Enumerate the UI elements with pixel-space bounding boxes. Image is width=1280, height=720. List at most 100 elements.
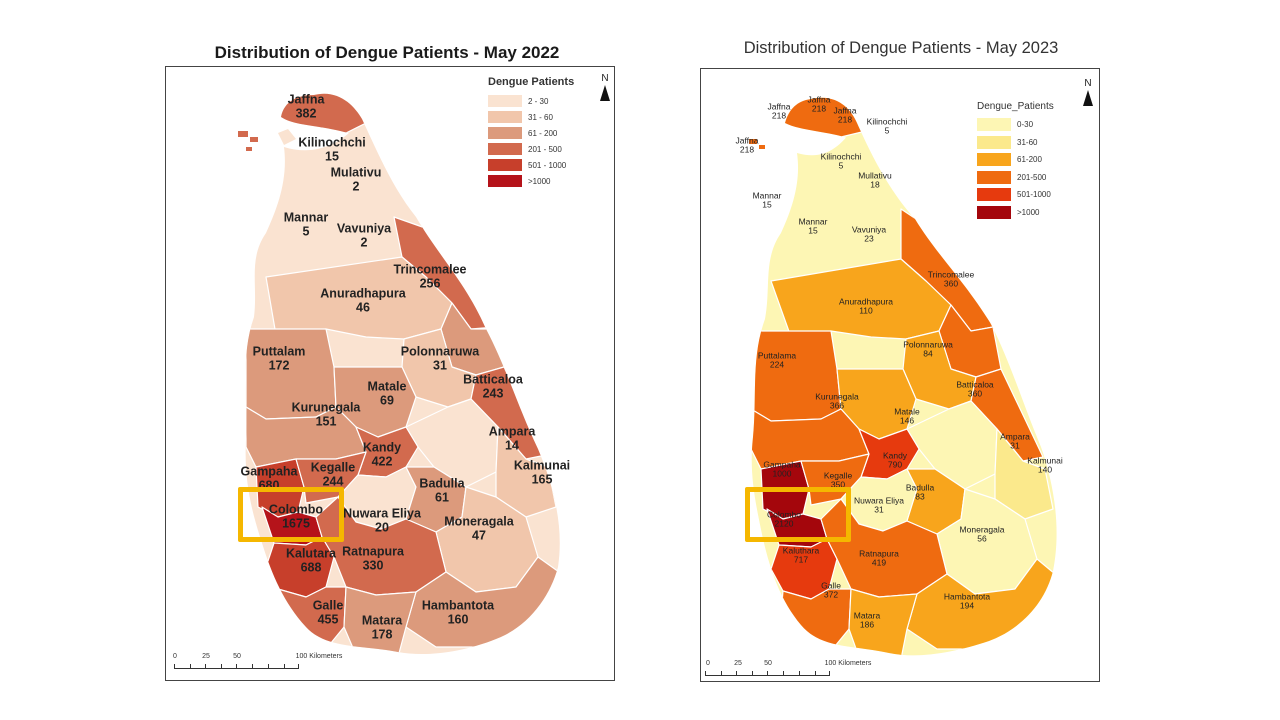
district-name: Gampaha <box>240 464 298 479</box>
district-name: Galle <box>821 580 841 591</box>
district-name: Badulla <box>419 476 465 491</box>
district-label: Moneragala 56 <box>960 525 1005 545</box>
district-label: Colombo 2120 <box>766 509 802 530</box>
district-label: Kilinochchi 15 <box>298 135 366 164</box>
district-label: Polonnaruwa 84 <box>903 340 953 360</box>
district-label: Puttalam 172 <box>253 344 306 373</box>
district-label: Matale 146 <box>894 406 920 427</box>
map-2022-svg <box>238 93 560 655</box>
district-label: Moneragala 47 <box>444 514 513 543</box>
district-label: Badulla 61 <box>419 476 465 505</box>
district-label: Hambantota 194 <box>944 592 990 612</box>
district-value: 14 <box>505 438 519 452</box>
district-value: 15 <box>325 149 339 163</box>
legend-title: Dengue Patients <box>488 76 575 88</box>
district-label: Ratnapura 330 <box>342 544 404 573</box>
legend-item: 2 - 30 <box>488 93 574 109</box>
district-name: Nuwara Eliya <box>343 506 421 521</box>
district-name: Matale <box>894 406 920 417</box>
district-label: Jaffna 218 <box>833 105 857 126</box>
district-label: Kurunegala 366 <box>815 391 859 412</box>
district-label: Kilinochchi 5 <box>820 151 862 172</box>
district-value: 717 <box>793 555 809 565</box>
district-name: Polonnaruwa <box>400 344 480 359</box>
district-name: Kilinochchi <box>820 151 862 162</box>
district-label: Ratnapura 419 <box>859 548 899 569</box>
district-label: Kegalle 350 <box>824 471 852 491</box>
district-name: Mullativu <box>858 170 892 181</box>
district-label: Anuradhapura 110 <box>839 297 893 317</box>
district-value: 151 <box>315 414 337 428</box>
legend-swatch <box>488 111 522 123</box>
scale-label: 25 <box>202 653 210 660</box>
district-name: Ratnapura <box>859 548 899 559</box>
legend-item: 501 - 1000 <box>488 157 574 173</box>
scale-bar: 0 25 50 100 Kilometers <box>173 653 344 669</box>
district-label: Batticaloa 243 <box>463 372 523 401</box>
legend-label: 31 - 60 <box>528 112 553 122</box>
legend-label: 201 - 500 <box>528 144 562 154</box>
scale-line <box>705 671 830 676</box>
district-value: 422 <box>371 454 393 468</box>
district-value: 5 <box>838 161 844 171</box>
district-name: Vavuniya <box>336 221 392 236</box>
district-name: Kegalle <box>310 460 356 475</box>
district-label: Mulativu 2 <box>331 165 382 194</box>
district-value: 84 <box>923 349 933 359</box>
district-value: 2 <box>360 235 368 249</box>
district-value: 56 <box>977 534 987 544</box>
district-name: Mannar <box>283 210 329 225</box>
district-label: Galle 372 <box>821 580 841 601</box>
district-value: 360 <box>967 389 983 399</box>
district-name: Ampara <box>488 424 536 439</box>
legend-2022: Dengue Patients 2 - 30 31 - 60 61 - 200 201… <box>488 76 574 189</box>
district-name: Batticaloa <box>463 372 523 387</box>
district-name: Jaffna <box>807 94 831 105</box>
legend-item: 201 - 500 <box>488 141 574 157</box>
district-value: 360 <box>943 279 959 289</box>
legend-title: Dengue_Patients <box>977 101 1054 112</box>
highlight-box-colombo-2023 <box>745 487 851 542</box>
district-value: 243 <box>482 386 504 400</box>
legend-label: 61-200 <box>1017 155 1042 165</box>
district-name: Kalmunai <box>1027 455 1063 466</box>
legend-item: 201-500 <box>977 169 1054 187</box>
district-value: 15 <box>808 226 818 236</box>
legend-swatch <box>977 188 1011 202</box>
district-label: Colombo 1675 <box>269 502 323 531</box>
district-label: Nuwara Eliya 20 <box>343 506 421 535</box>
district-name: Kilinochchi <box>866 116 908 127</box>
legend-label: 2 - 30 <box>528 96 549 106</box>
district-value: 218 <box>739 145 755 155</box>
district-label: Trincomalee 360 <box>928 270 974 290</box>
district-label: Vavuniya 23 <box>852 225 886 245</box>
district-label: Matara 178 <box>362 613 402 642</box>
district-value: 1675 <box>282 516 310 530</box>
district-value: 178 <box>371 627 393 641</box>
scale-bar: 0 25 50 100 Kilometers <box>705 660 875 676</box>
legend-label: 201-500 <box>1017 172 1047 182</box>
district-label: Jaffna 382 <box>288 92 325 121</box>
district-name: Mannar <box>752 190 782 201</box>
district-label: Puttalama 224 <box>758 351 796 371</box>
district-value: 46 <box>356 300 370 314</box>
district-name: Mannar <box>798 216 828 227</box>
map-2023-title: Distribution of Dengue Patients - May 20… <box>743 39 1059 57</box>
district-name: Kandy <box>362 440 402 455</box>
district-value: 455 <box>317 612 339 626</box>
district-name: Kurunegala <box>291 400 361 415</box>
map-2022-frame: Dengue Patients 2 - 30 31 - 60 61 - 200 201… <box>165 66 615 681</box>
district-name: Colombo <box>766 509 802 520</box>
district-name: Kurunegala <box>815 391 859 402</box>
district-label: Polonnaruwa 31 <box>400 344 480 373</box>
district-value: 5 <box>884 126 890 136</box>
district-name: Kaluthara <box>782 545 820 556</box>
scale-line <box>174 664 299 669</box>
district-label: Kalmunai 165 <box>514 458 570 487</box>
district-label: Nuwara Eliya 31 <box>854 496 904 516</box>
district-value: 31 <box>433 358 447 372</box>
district-name: Kilinochchi <box>298 135 366 150</box>
north-arrow-icon <box>1083 90 1093 106</box>
district-name: Jaffna <box>833 105 857 116</box>
district-name: Matale <box>367 379 407 394</box>
